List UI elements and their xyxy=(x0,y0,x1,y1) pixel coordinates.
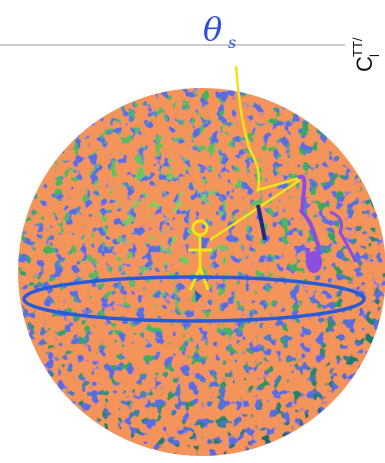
annotation-symbol: θ xyxy=(203,10,222,48)
side-label-base: C xyxy=(352,56,377,72)
side-label-sub: l xyxy=(367,54,382,57)
scene: C l TT/ θ s xyxy=(0,0,385,463)
side-label-sup: TT/ xyxy=(350,37,365,57)
annotation-subscript: s xyxy=(228,33,236,52)
side-label: C l TT/ xyxy=(350,37,382,72)
